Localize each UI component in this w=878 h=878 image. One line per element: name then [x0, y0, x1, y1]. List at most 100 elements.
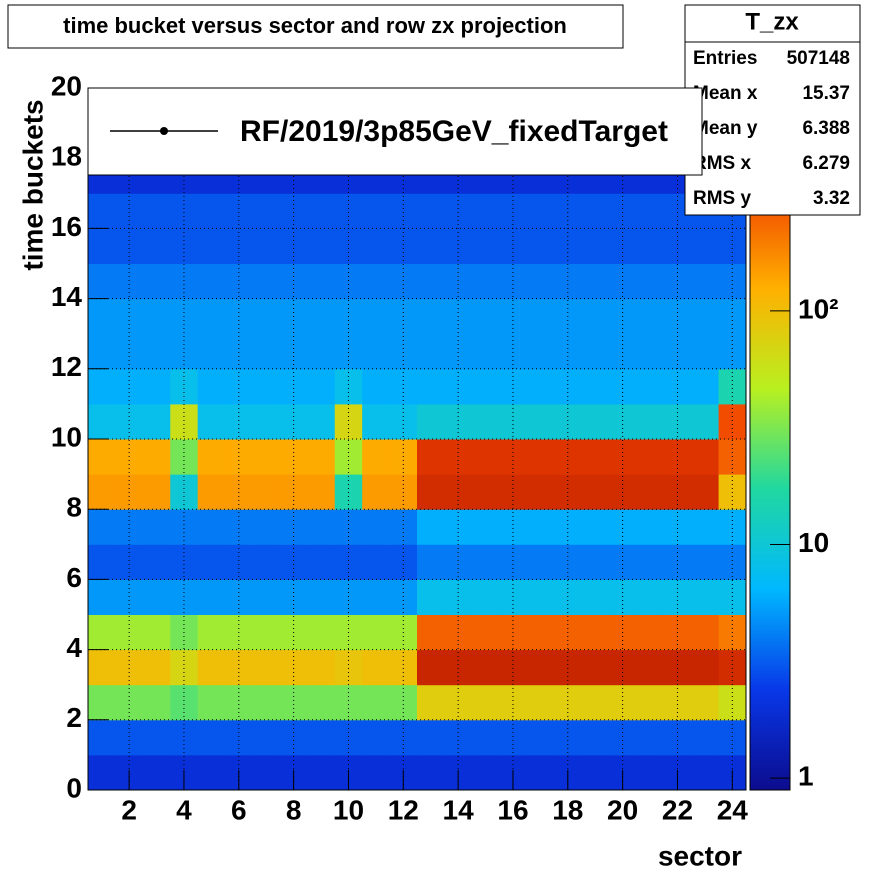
cell [499, 193, 528, 229]
cell [334, 403, 363, 440]
cell [526, 474, 555, 510]
cell [663, 649, 692, 686]
x-tick-label: 6 [231, 794, 247, 825]
cell [197, 368, 226, 405]
cell [197, 579, 226, 615]
cell [389, 403, 418, 440]
cell [389, 333, 418, 370]
cell [636, 649, 665, 686]
cell [636, 544, 665, 580]
cell [197, 474, 226, 510]
cell [334, 509, 363, 545]
cell [444, 228, 473, 264]
cell [526, 439, 555, 475]
cell [252, 579, 281, 615]
cell [417, 439, 445, 475]
cell [115, 649, 144, 686]
cell [170, 579, 199, 615]
cell [334, 649, 363, 686]
y-tick-label: 20 [51, 70, 82, 101]
cell [526, 333, 555, 370]
stats-value: 6.279 [802, 153, 850, 174]
cell [499, 228, 528, 264]
cell [88, 684, 116, 721]
cell [197, 509, 226, 545]
cell [252, 754, 281, 791]
stats-value: 6.388 [802, 118, 850, 139]
cell [663, 719, 692, 756]
chart-title: time bucket versus sector and row zx pro… [63, 13, 567, 38]
cell [279, 263, 308, 300]
cell [444, 333, 473, 370]
cell [225, 509, 253, 545]
cell [471, 368, 500, 405]
cell [88, 544, 116, 580]
z-tick-label: 10² [798, 293, 838, 324]
cell [581, 509, 610, 545]
cell [581, 298, 610, 335]
cell [471, 649, 500, 686]
cell [444, 509, 473, 545]
cell [554, 333, 582, 370]
cell [554, 368, 582, 405]
cell [334, 193, 363, 229]
cell [88, 368, 116, 405]
cell [691, 544, 720, 580]
cell [225, 333, 253, 370]
cell [389, 544, 418, 580]
cell [252, 263, 281, 300]
cell [389, 263, 418, 300]
cell [608, 579, 637, 615]
cell [197, 263, 226, 300]
cell [225, 193, 253, 229]
cell [252, 403, 281, 440]
cell [252, 368, 281, 405]
cell [279, 509, 308, 545]
cell [334, 684, 363, 721]
cell [142, 684, 171, 721]
cell [307, 403, 336, 440]
cell [526, 719, 555, 756]
y-tick-label: 4 [66, 632, 82, 663]
cell [471, 684, 500, 721]
cell [307, 684, 336, 721]
cell [691, 754, 720, 791]
x-tick-label: 4 [176, 794, 192, 825]
cell [718, 649, 747, 686]
cell [197, 333, 226, 370]
cell [608, 333, 637, 370]
cell [252, 544, 281, 580]
cell [279, 579, 308, 615]
cell [608, 544, 637, 580]
cell [608, 193, 637, 229]
cell [526, 649, 555, 686]
cell [499, 509, 528, 545]
cell [88, 439, 116, 475]
cell [88, 509, 116, 545]
cell [526, 193, 555, 229]
cell [362, 228, 391, 264]
cell [417, 228, 445, 264]
cell [581, 474, 610, 510]
cell [636, 614, 665, 651]
cell [691, 579, 720, 615]
y-axis-label: time buckets [17, 99, 48, 270]
cell [581, 368, 610, 405]
legend-label: RF/2019/3p85GeV_fixedTarget [240, 115, 668, 148]
cell [471, 579, 500, 615]
cell [252, 333, 281, 370]
x-tick-label: 8 [286, 794, 302, 825]
cell [142, 263, 171, 300]
cell [362, 298, 391, 335]
x-tick-label: 10 [333, 794, 364, 825]
cell [636, 193, 665, 229]
x-tick-label: 20 [607, 794, 638, 825]
cell [307, 579, 336, 615]
cell [197, 719, 226, 756]
cell [307, 228, 336, 264]
stats-value: 3.32 [813, 188, 850, 209]
cell [499, 544, 528, 580]
cell [389, 684, 418, 721]
x-tick-label: 16 [497, 794, 528, 825]
cell [691, 614, 720, 651]
